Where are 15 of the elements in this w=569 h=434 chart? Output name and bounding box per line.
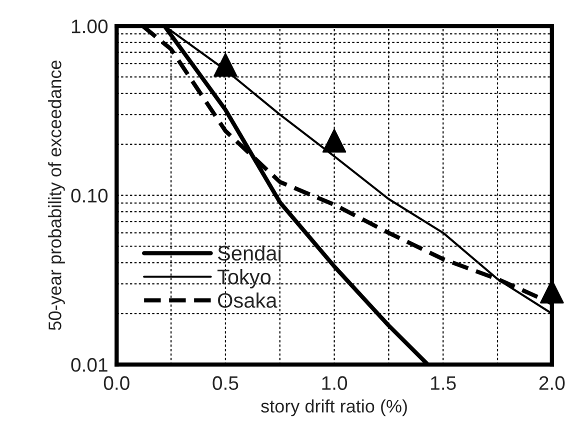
x-tick-label: 0.5	[212, 376, 238, 390]
y-tick-label: 1.00	[72, 20, 108, 34]
y-tick-label: 0.10	[71, 188, 108, 203]
point	[214, 52, 238, 77]
point	[322, 128, 346, 153]
x-axis-title: story drift ratio (%)	[261, 399, 407, 416]
legend-label: Sendai	[218, 245, 280, 261]
y-tick-label: 0.01	[71, 358, 108, 372]
legend-label: Tokyo	[217, 268, 271, 288]
x-tick-label: 1.5	[431, 376, 456, 390]
x-tick-label: 0.0	[104, 376, 130, 390]
y-axis-title: 50-year probability of exceedance	[48, 60, 65, 330]
legend-label: Osaka	[218, 292, 278, 308]
x-tick-label: 1.0	[322, 376, 348, 390]
x-tick-label: 2.0	[539, 376, 565, 390]
